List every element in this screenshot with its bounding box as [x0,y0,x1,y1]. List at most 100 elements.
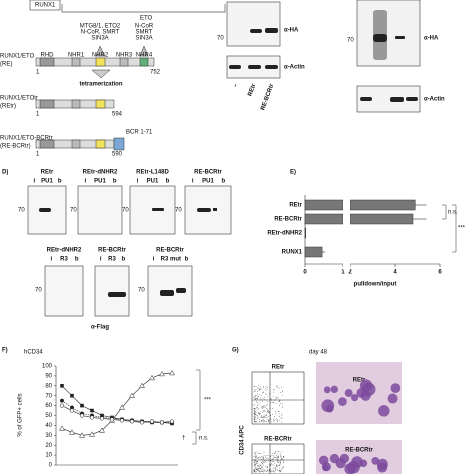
event [259,471,261,472]
event [266,458,268,459]
event [266,466,268,468]
event [278,460,279,462]
label: SIN3A [135,36,152,42]
label: REtr-dNHR2 [83,170,118,176]
event [261,456,263,458]
marker [90,408,94,413]
event [280,460,281,462]
event [257,470,259,472]
event [264,462,266,464]
marker [169,369,175,376]
label: REtr [353,378,366,384]
event [262,412,264,414]
marker [139,382,145,389]
label: *** [204,398,212,404]
label: b [121,257,125,263]
label: 70 [347,38,354,44]
marker [159,370,165,377]
label: NHR4 [136,53,153,59]
event [279,450,281,452]
event [257,416,259,418]
bar [349,199,416,211]
event [255,398,256,400]
event [255,467,256,469]
y-tick-label: 100 [42,364,53,370]
event [254,414,256,416]
event [283,461,285,463]
event [259,465,261,466]
event [256,405,258,406]
event [262,463,263,464]
event [278,398,280,400]
event [269,470,271,472]
cell [356,387,367,398]
event [262,408,264,409]
marker [59,398,65,403]
cell [377,462,388,473]
event [275,465,277,466]
event [268,393,270,395]
marker [119,418,125,423]
marker [89,431,95,437]
event [256,398,258,400]
event [280,456,282,458]
label: i [100,257,102,263]
event [265,415,267,417]
event [253,471,255,472]
label: REtr-L148D [136,170,169,176]
event [260,397,261,399]
label: RE-BCRtr [194,170,222,176]
event [255,454,257,456]
event [278,465,280,466]
label: 752 [150,70,161,76]
event [277,421,278,423]
event [256,414,257,416]
event [256,411,258,413]
event [263,418,264,420]
event [255,471,257,473]
event [263,407,264,408]
event [258,395,259,397]
label: b [221,179,225,185]
label: G) [232,348,239,354]
label: NHR2 [92,53,109,59]
label: 590 [112,152,123,158]
event [270,401,272,403]
event [267,409,268,410]
event [253,418,255,420]
event [262,464,264,466]
event [255,421,256,423]
cell [378,405,390,417]
event [271,462,272,464]
label: RUNX1/ETO [0,54,35,60]
label: MTG8/1, ETO2 [80,24,121,30]
marker [159,420,165,425]
event [254,470,256,472]
label: N-CoR [135,24,154,30]
event [279,464,281,466]
event [269,421,271,423]
event [282,466,284,468]
event [275,469,277,470]
axis-break [343,195,350,270]
event [262,420,264,422]
event [277,456,278,457]
event [259,402,261,404]
label: RE-BCRtr [264,437,292,443]
event [269,418,271,420]
marker [149,374,155,381]
event [256,466,258,468]
event [266,389,268,391]
event [259,386,261,388]
event [265,460,267,462]
event [267,401,268,402]
event [254,411,256,413]
event [258,468,259,470]
cell [318,455,329,466]
event [276,418,278,420]
event [254,420,256,422]
event [255,468,257,470]
bar [304,227,307,239]
label: SMRT [136,30,153,36]
